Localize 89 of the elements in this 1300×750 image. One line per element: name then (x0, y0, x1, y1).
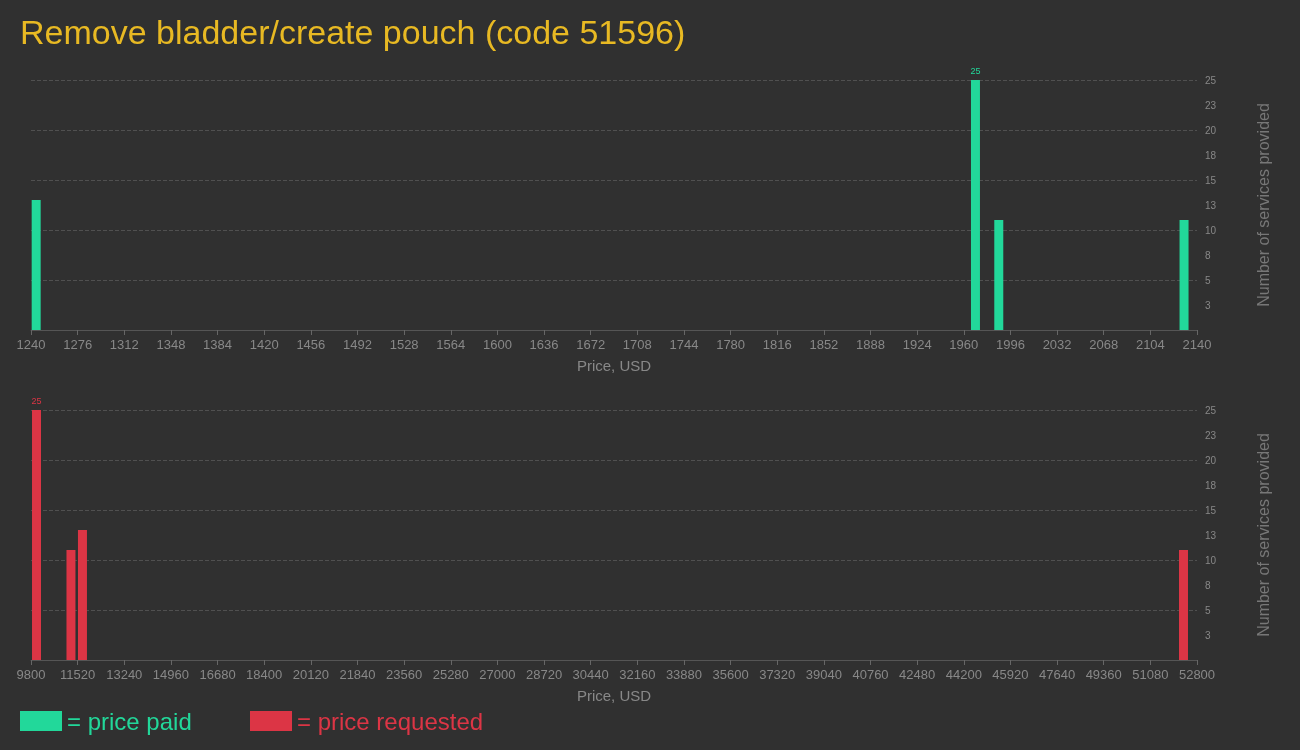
x-tick-label: 1528 (389, 337, 419, 352)
x-tick-label: 35600 (712, 667, 749, 682)
y-tick-label: 25 (1205, 74, 1217, 86)
x-tick-label: 1348 (156, 337, 186, 352)
bar (1179, 220, 1189, 330)
x-tick-label: 42480 (899, 667, 936, 682)
chart-title: Remove bladder/create pouch (code 51596) (20, 13, 686, 51)
bar (970, 80, 980, 330)
x-tick-label: 20120 (292, 667, 329, 682)
x-tick-label: 18400 (246, 667, 283, 682)
legend-label: = price paid (67, 707, 192, 735)
x-tick-label: 1780 (716, 337, 746, 352)
x-tick-label: 21840 (339, 667, 376, 682)
x-tick-label: 2104 (1135, 337, 1165, 352)
x-tick-label: 1456 (296, 337, 326, 352)
y-tick-label: 13 (1205, 199, 1217, 211)
x-tick-label: 13240 (106, 667, 143, 682)
y-tick-label: 5 (1205, 274, 1211, 286)
y-tick-label: 18 (1205, 479, 1217, 491)
y-tick-label: 10 (1205, 554, 1217, 566)
x-tick-label: 45920 (992, 667, 1029, 682)
x-tick-label: 1960 (949, 337, 979, 352)
y-axis-title: Number of services provided (1254, 103, 1272, 307)
x-tick-label: 25280 (432, 667, 469, 682)
x-tick-label: 9800 (16, 667, 46, 682)
bar (1179, 550, 1188, 660)
x-tick-label: 1636 (529, 337, 559, 352)
legend-label: = price requested (297, 707, 484, 735)
y-tick-label: 13 (1205, 529, 1217, 541)
x-tick-label: 1276 (63, 337, 93, 352)
y-tick-label: 15 (1205, 174, 1217, 186)
x-tick-label: 1672 (576, 337, 606, 352)
x-tick-label: 1420 (249, 337, 279, 352)
x-tick-label: 23560 (386, 667, 423, 682)
x-tick-label: 1708 (622, 337, 652, 352)
x-tick-label: 1996 (995, 337, 1025, 352)
x-axis-title: Price, USD (576, 357, 652, 374)
y-tick-label: 3 (1205, 299, 1211, 311)
x-tick-label: 39040 (805, 667, 842, 682)
x-tick-label: 1816 (762, 337, 792, 352)
y-tick-label: 25 (1205, 404, 1217, 416)
x-axis-title: Price, USD (576, 687, 652, 704)
x-tick-label: 52800 (1178, 667, 1216, 682)
x-tick-label: 32160 (619, 667, 656, 682)
y-tick-label: 8 (1205, 249, 1211, 261)
y-tick-label: 18 (1205, 149, 1217, 161)
x-tick-label: 14960 (152, 667, 189, 682)
bar (77, 530, 87, 660)
y-tick-label: 10 (1205, 224, 1217, 236)
bar (994, 220, 1004, 330)
x-tick-label: 1384 (203, 337, 233, 352)
y-tick-label: 5 (1205, 604, 1211, 616)
x-tick-label: 1492 (343, 337, 372, 352)
x-tick-label: 1312 (109, 337, 139, 352)
data-label: 25 (970, 65, 981, 76)
data-label: 25 (31, 395, 42, 406)
bar (31, 200, 41, 330)
x-tick-label: 33880 (665, 667, 703, 682)
x-tick-label: 1888 (856, 337, 885, 352)
x-tick-label: 27000 (479, 667, 516, 682)
x-tick-label: 40760 (852, 667, 889, 682)
x-tick-label: 1600 (482, 337, 512, 352)
x-tick-label: 47640 (1039, 667, 1076, 682)
x-tick-label: 1564 (436, 337, 466, 352)
y-tick-label: 20 (1205, 124, 1217, 136)
x-tick-label: 1744 (669, 337, 699, 352)
x-tick-label: 1852 (809, 337, 839, 352)
x-tick-label: 2032 (1042, 337, 1072, 352)
x-tick-label: 2068 (1089, 337, 1119, 352)
y-axis-title: Number of services provided (1254, 433, 1272, 637)
y-tick-label: 20 (1205, 454, 1217, 466)
x-tick-label: 28720 (525, 667, 563, 682)
bar (32, 410, 41, 660)
y-tick-label: 23 (1205, 99, 1217, 111)
x-tick-label: 1240 (16, 337, 46, 352)
x-tick-label: 49360 (1085, 667, 1122, 682)
x-tick-label: 30440 (572, 667, 609, 682)
x-tick-label: 51080 (1132, 667, 1169, 682)
x-tick-label: 11520 (60, 667, 96, 682)
x-tick-label: 1924 (902, 337, 932, 352)
y-tick-label: 3 (1205, 629, 1211, 641)
y-tick-label: 8 (1205, 579, 1211, 591)
x-tick-label: 37320 (759, 667, 796, 682)
x-tick-label: 2140 (1182, 337, 1212, 352)
bar (66, 550, 76, 660)
y-tick-label: 23 (1205, 429, 1217, 441)
y-tick-label: 15 (1205, 504, 1217, 516)
x-tick-label: 44200 (945, 667, 982, 682)
x-tick-label: 16680 (199, 667, 236, 682)
